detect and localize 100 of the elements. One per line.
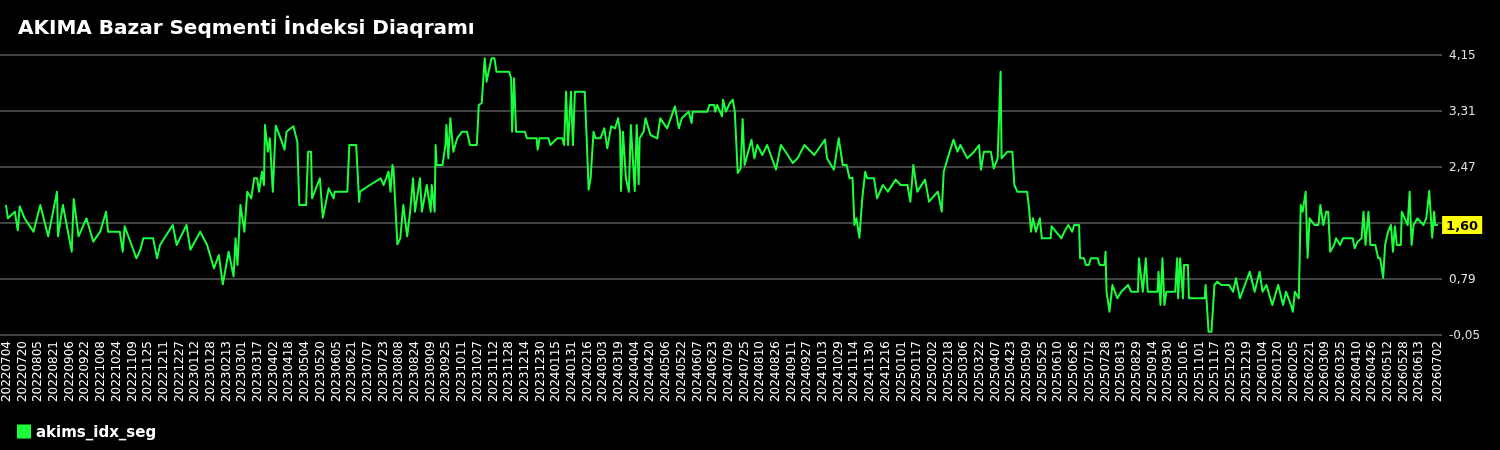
x-tick-label: 20250423: [1003, 341, 1018, 403]
x-tick-label: 20250509: [1019, 341, 1034, 403]
x-tick-label: 20250117: [909, 341, 924, 403]
x-tick-label: 20250218: [940, 341, 955, 403]
x-tick-label: 20250407: [987, 341, 1002, 403]
y-tick-label: 0,79: [1449, 272, 1476, 286]
x-tick-label: 20231112: [485, 341, 500, 403]
x-tick-label: 20230808: [391, 341, 406, 403]
x-tick-label: 20250728: [1097, 341, 1112, 403]
x-tick-label: 20250322: [972, 341, 987, 403]
x-tick-label: 20240725: [736, 341, 751, 403]
x-tick-label: 20240911: [783, 341, 798, 403]
x-tick-label: 20260104: [1254, 341, 1269, 403]
x-tick-label: 20251101: [1191, 341, 1206, 403]
x-tick-label: 20260205: [1285, 341, 1300, 403]
x-tick-label: 20230621: [344, 341, 359, 403]
x-tick-label: 20230909: [422, 341, 437, 403]
x-tick-label: 20260613: [1411, 341, 1426, 403]
x-tick-label: 20240623: [705, 341, 720, 403]
x-tick-label: 20230128: [203, 341, 218, 403]
x-tick-label: 20250914: [1144, 341, 1159, 403]
x-tick-label: 20240404: [626, 341, 641, 403]
x-tick-label: 20240420: [642, 341, 657, 403]
x-tick-label: 20230605: [328, 341, 343, 403]
x-tick-label: 20221227: [171, 341, 186, 403]
x-tick-label: 20230317: [250, 341, 265, 403]
x-tick-label: 20230707: [359, 341, 374, 403]
x-tick-label: 20230418: [281, 341, 296, 403]
chart-title: AKIMA Bazar Seqmenti İndeksi Diaqramı: [18, 15, 475, 39]
x-tick-label: 20251117: [1207, 341, 1222, 403]
x-tick-label: 20231230: [532, 341, 547, 403]
x-tick-label: 20220821: [46, 341, 61, 403]
x-tick-label: 20220704: [0, 341, 13, 403]
x-tick-label: 20250813: [1113, 341, 1128, 403]
x-tick-label: 20231011: [454, 341, 469, 403]
x-tick-label: 20250626: [1066, 341, 1081, 403]
x-tick-label: 20240216: [579, 341, 594, 403]
x-tick-label: 20221211: [155, 341, 170, 403]
x-tick-label: 20260325: [1332, 341, 1347, 403]
x-tick-label: 20230824: [407, 341, 422, 403]
x-tick-label: 20230520: [312, 341, 327, 403]
x-tick-label: 20260120: [1270, 341, 1285, 403]
x-tick-label: 20240506: [658, 341, 673, 403]
x-tick-label: 20240319: [611, 341, 626, 403]
x-tick-label: 20230402: [265, 341, 280, 403]
x-tick-label: 20231128: [501, 341, 516, 403]
x-tick-label: 20251219: [1238, 341, 1253, 403]
x-tick-label: 20230213: [218, 341, 233, 403]
x-tick-label: 20240115: [548, 341, 563, 403]
x-tick-label: 20250712: [1081, 341, 1096, 403]
x-tick-label: 20240522: [673, 341, 688, 403]
x-tick-label: 20241029: [830, 341, 845, 403]
x-tick-label: 20220922: [77, 341, 92, 403]
x-tick-label: 20260221: [1301, 341, 1316, 403]
x-tick-label: 20241216: [877, 341, 892, 403]
y-tick-label: 4,15: [1449, 48, 1476, 62]
x-tick-label: 20240303: [595, 341, 610, 403]
x-tick-label: 20230723: [375, 341, 390, 403]
y-tick-label: 3,31: [1449, 104, 1476, 118]
x-tick-label: 20230301: [234, 341, 249, 403]
x-tick-label: 20240826: [768, 341, 783, 403]
x-tick-label: 20251016: [1176, 341, 1191, 403]
x-tick-label: 20220805: [30, 341, 45, 403]
x-tick-label: 20231027: [469, 341, 484, 403]
x-tick-label: 20250930: [1160, 341, 1175, 403]
x-tick-label: 20250829: [1128, 341, 1143, 403]
annotation: 1,60: [1446, 217, 1479, 233]
x-tick-label: 20240927: [799, 341, 814, 403]
x-tick-label: 20250202: [924, 341, 939, 403]
x-tick-label: 20260512: [1380, 341, 1395, 403]
legend-label: akims_idx_seg: [36, 422, 157, 441]
x-tick-label: 20221008: [93, 341, 108, 403]
x-tick-label: 20231214: [516, 341, 531, 403]
x-tick-label: 20241013: [815, 341, 830, 403]
x-tick-label: 20250101: [893, 341, 908, 403]
x-tick-label: 20230925: [438, 341, 453, 403]
x-tick-label: 20240131: [563, 341, 578, 403]
x-tick-label: 20221125: [140, 341, 155, 403]
x-tick-label: 20240810: [752, 341, 767, 403]
x-tick-label: 20230112: [187, 341, 202, 403]
x-tick-label: 20221024: [108, 341, 123, 403]
x-tick-label: 20260426: [1364, 341, 1379, 403]
x-tick-label: 20240709: [720, 341, 735, 403]
x-tick-label: 20220906: [61, 341, 76, 403]
y-tick-label: -0,05: [1449, 328, 1481, 342]
x-tick-label: 20220720: [14, 341, 29, 403]
x-tick-label: 20250610: [1050, 341, 1065, 403]
x-tick-label: 20260410: [1348, 341, 1363, 403]
x-tick-label: 20260309: [1317, 341, 1332, 403]
x-tick-label: 20241114: [846, 341, 861, 403]
x-tick-label: 20250306: [956, 341, 971, 403]
x-tick-label: 20230504: [297, 341, 312, 403]
line-series: [5, 57, 1439, 333]
x-tick-label: 20250525: [1034, 341, 1049, 403]
x-tick-label: 20221109: [124, 341, 139, 403]
x-tick-label: 20251203: [1223, 341, 1238, 403]
y-tick-label: 2,47: [1449, 160, 1476, 174]
x-tick-label: 20260702: [1430, 341, 1445, 403]
x-tick-label: 20240607: [689, 341, 704, 403]
x-tick-label: 20241130: [862, 341, 877, 403]
